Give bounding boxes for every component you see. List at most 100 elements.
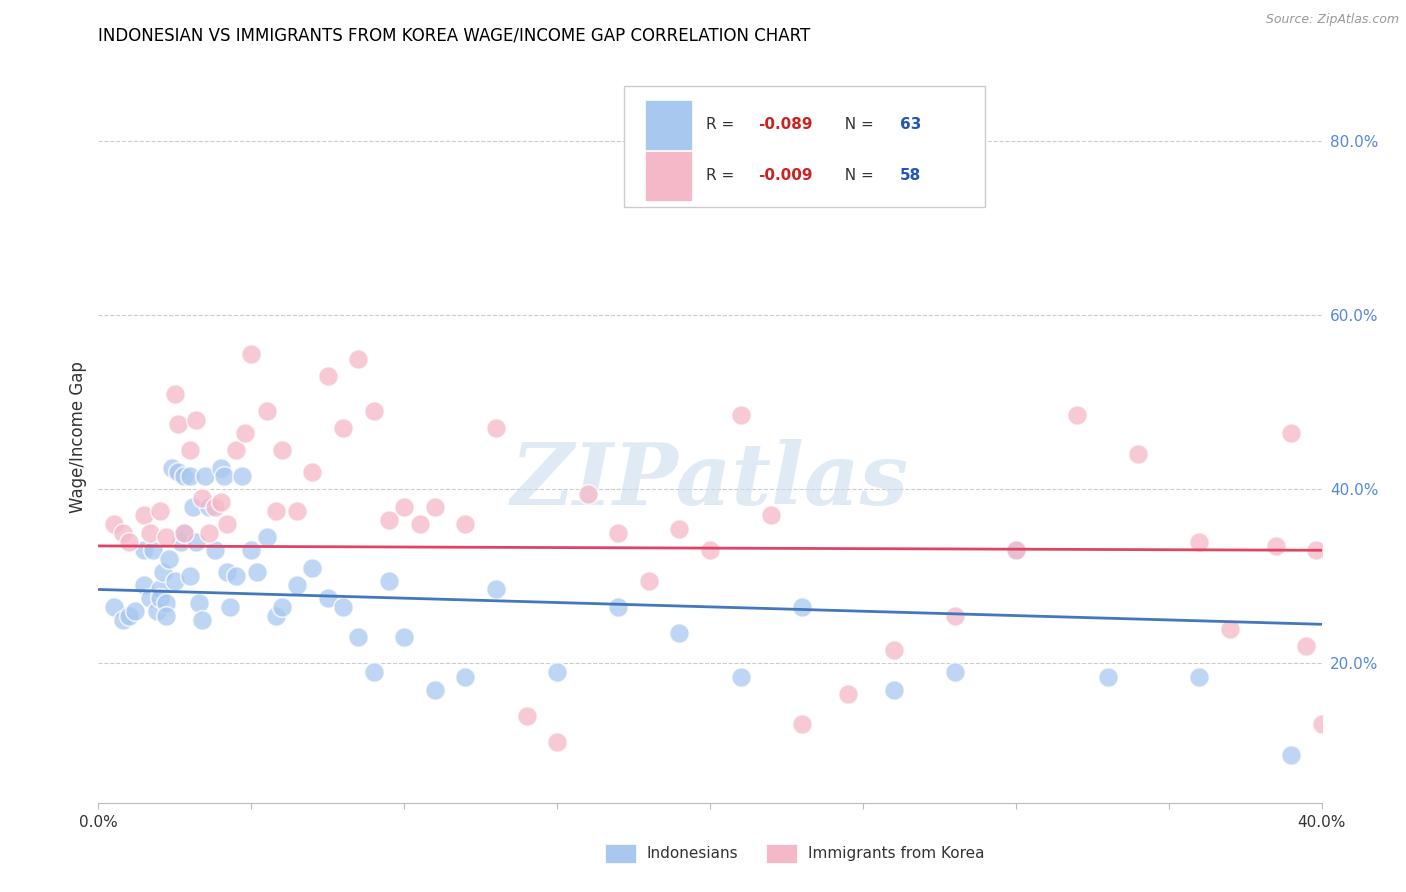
Point (1128, 448, 1150, 462)
Point (204, 543, 226, 558)
Point (225, 443, 247, 458)
Point (215, 565, 238, 579)
Point (790, 599, 813, 614)
Point (231, 469, 253, 483)
Y-axis label: Wage/Income Gap: Wage/Income Gap (69, 361, 87, 513)
Point (1264, 539, 1286, 553)
Point (240, 347, 263, 361)
Point (186, 534, 208, 549)
Point (219, 599, 242, 614)
Point (179, 443, 201, 458)
FancyBboxPatch shape (645, 100, 692, 150)
Text: -0.089: -0.089 (758, 117, 813, 132)
Text: 58: 58 (900, 169, 921, 184)
Point (699, 543, 721, 558)
Point (1188, 669, 1211, 683)
Point (668, 626, 690, 640)
Point (149, 582, 172, 597)
Point (179, 569, 201, 583)
Point (301, 465, 323, 479)
Point (347, 631, 370, 645)
Point (576, 486, 599, 500)
Point (194, 469, 217, 483)
Point (209, 460, 232, 475)
Point (883, 643, 905, 657)
Point (157, 552, 180, 566)
Point (316, 369, 339, 384)
Point (454, 669, 477, 683)
Point (134, 578, 156, 592)
Point (759, 508, 782, 523)
Point (197, 525, 219, 540)
Point (173, 525, 195, 540)
Point (149, 591, 172, 606)
Point (188, 595, 211, 609)
Point (1188, 534, 1211, 549)
Point (191, 491, 214, 505)
Point (607, 525, 630, 540)
Point (139, 525, 162, 540)
Point (607, 599, 630, 614)
Point (285, 578, 308, 592)
Point (170, 534, 193, 549)
Point (233, 425, 256, 440)
Point (191, 613, 214, 627)
Point (173, 469, 195, 483)
Point (215, 517, 238, 532)
Point (332, 599, 354, 614)
Point (423, 682, 446, 697)
FancyBboxPatch shape (645, 151, 692, 201)
Point (408, 517, 430, 532)
Text: R =: R = (706, 117, 740, 132)
Point (212, 469, 235, 483)
Point (167, 465, 190, 479)
Point (1097, 669, 1119, 683)
Point (363, 404, 385, 418)
Point (155, 530, 177, 544)
Text: Source: ZipAtlas.com: Source: ZipAtlas.com (1265, 13, 1399, 27)
Text: ZIPatlas: ZIPatlas (510, 439, 910, 523)
Point (167, 417, 190, 431)
Point (173, 525, 195, 540)
Text: R =: R = (706, 169, 740, 184)
Point (134, 543, 156, 558)
Point (730, 409, 752, 423)
Point (730, 669, 752, 683)
Point (142, 543, 165, 558)
Point (363, 665, 385, 680)
Point (454, 517, 477, 532)
Point (264, 504, 287, 518)
Point (270, 443, 292, 458)
Text: -0.009: -0.009 (758, 169, 813, 184)
Point (152, 565, 174, 579)
Point (1310, 717, 1333, 731)
FancyBboxPatch shape (624, 86, 986, 207)
Point (179, 469, 201, 483)
Point (1279, 747, 1302, 762)
Point (943, 665, 966, 680)
Point (246, 565, 269, 579)
Point (392, 500, 416, 514)
Text: Indonesians: Indonesians (647, 847, 738, 861)
Point (546, 665, 568, 680)
Text: Immigrants from Korea: Immigrants from Korea (808, 847, 986, 861)
Point (240, 543, 263, 558)
Point (637, 574, 661, 588)
Point (837, 687, 859, 701)
Point (149, 504, 172, 518)
Point (145, 604, 167, 618)
Point (485, 421, 508, 435)
Point (204, 500, 226, 514)
Point (790, 717, 813, 731)
Point (1004, 543, 1026, 558)
Point (1066, 409, 1088, 423)
Point (285, 504, 308, 518)
Point (516, 708, 538, 723)
Point (316, 591, 339, 606)
Point (256, 530, 278, 544)
Point (1305, 543, 1327, 558)
Point (546, 735, 568, 749)
Point (423, 500, 446, 514)
Point (270, 599, 292, 614)
Point (485, 582, 508, 597)
